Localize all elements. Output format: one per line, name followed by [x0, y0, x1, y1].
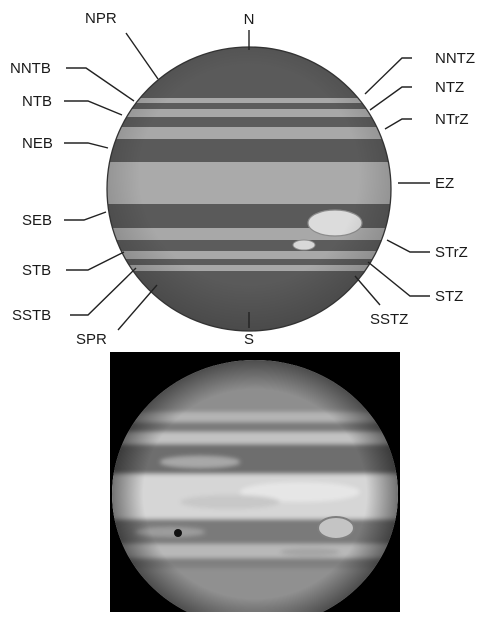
jupiter-band-diagram: N S NPR NNTB NTB NEB SEB STB SSTB SPR NN… — [10, 10, 475, 348]
label-strz: STrZ — [435, 244, 468, 261]
label-ntrz: NTrZ — [435, 111, 469, 128]
label-stz: STZ — [435, 288, 463, 305]
label-s: S — [244, 331, 254, 348]
label-sstb: SSTB — [12, 307, 51, 324]
label-npr: NPR — [85, 10, 117, 27]
jupiter-photo — [110, 352, 400, 617]
leader-lines — [64, 30, 430, 331]
label-stb: STB — [22, 262, 51, 279]
label-nntz: NNTZ — [435, 50, 475, 67]
label-n: N — [244, 11, 255, 28]
label-ntb: NTB — [22, 93, 52, 110]
label-neb: NEB — [22, 135, 53, 152]
planet-disk — [107, 47, 391, 331]
label-seb: SEB — [22, 212, 52, 229]
label-sstz: SSTZ — [370, 311, 408, 328]
label-spr: SPR — [76, 331, 107, 348]
band-labels: N S NPR NNTB NTB NEB SEB STB SSTB SPR NN… — [10, 10, 475, 348]
label-ntz: NTZ — [435, 79, 464, 96]
label-ez: EZ — [435, 175, 454, 192]
label-nntb: NNTB — [10, 60, 51, 77]
